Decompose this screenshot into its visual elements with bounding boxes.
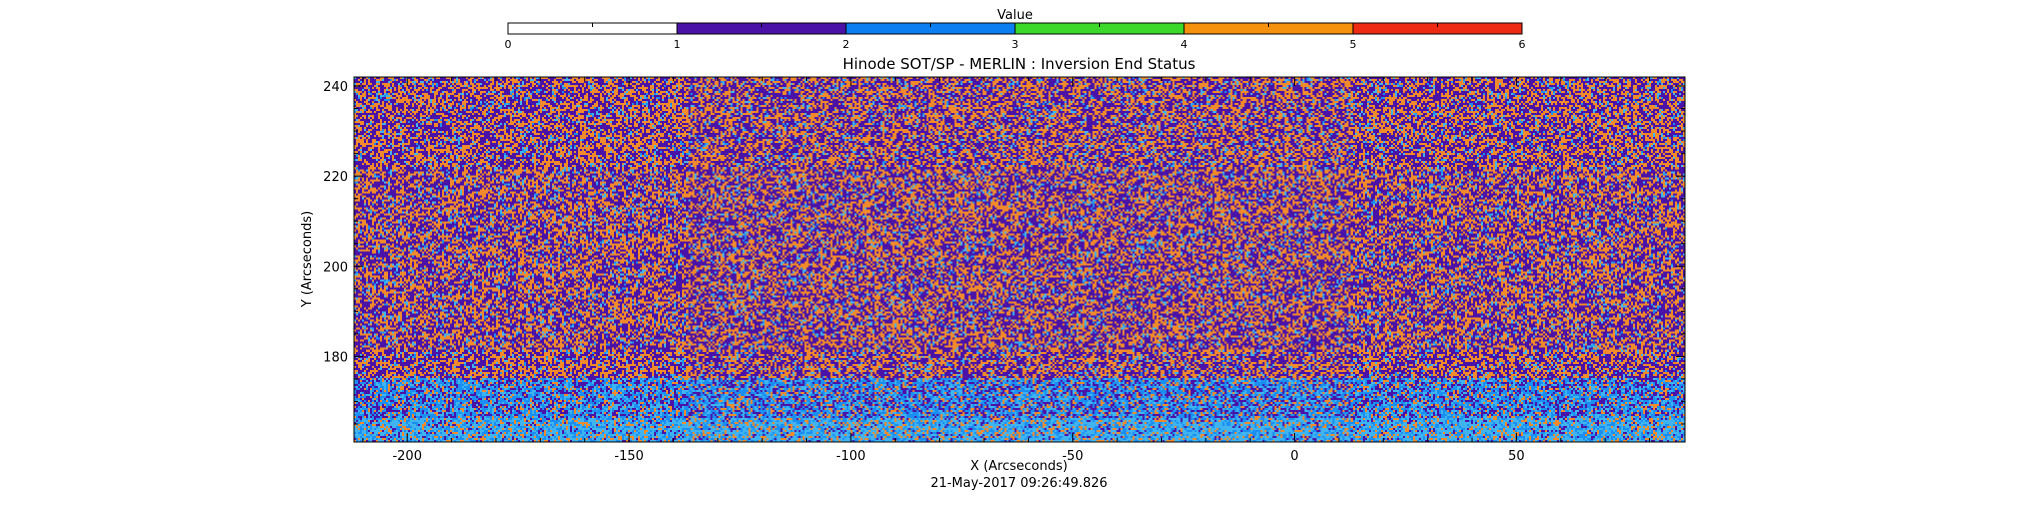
y-axis: 180 200 220 240: [323, 80, 1685, 425]
colorbar-bins: [508, 23, 1522, 34]
colorbar: Value 0 1 2 3 4 5 6: [505, 8, 1526, 51]
colorbar-bin-2: [846, 23, 1015, 34]
x-tick-label-0: -200: [392, 449, 422, 464]
x-tick-label-1: -150: [614, 449, 644, 464]
plot-frame: [353, 76, 1686, 443]
x-axis-label: X (Arcseconds): [970, 459, 1067, 474]
colorbar-ticks: 0 1 2 3 4 5 6: [505, 23, 1526, 51]
colorbar-tick-label-5: 5: [1350, 38, 1357, 51]
colorbar-bin-3: [1015, 23, 1184, 34]
heatmap-image: [354, 77, 1685, 442]
x-axis: -200 -150 -100 -50 0 50: [362, 77, 1651, 464]
y-tick-label-2: 220: [323, 170, 348, 185]
colorbar-tick-label-2: 2: [843, 38, 850, 51]
y-axis-label: Y (Arcseconds): [300, 211, 315, 308]
x-tick-label-4: 0: [1290, 449, 1298, 464]
colorbar-tick-label-6: 6: [1519, 38, 1526, 51]
timestamp-label: 21-May-2017 09:26:49.826: [930, 476, 1107, 491]
colorbar-tick-label-3: 3: [1012, 38, 1019, 51]
x-tick-label-2: -100: [836, 449, 866, 464]
y-tick-label-1: 200: [323, 260, 348, 275]
chart-title: Hinode SOT/SP - MERLIN : Inversion End S…: [843, 55, 1196, 73]
colorbar-title: Value: [997, 8, 1033, 23]
y-tick-label-0: 180: [323, 350, 348, 365]
colorbar-tick-label-0: 0: [505, 38, 512, 51]
y-tick-label-3: 240: [323, 80, 348, 95]
colorbar-bin-4: [1184, 23, 1353, 34]
x-tick-label-5: 50: [1508, 449, 1525, 464]
colorbar-bin-1: [677, 23, 846, 34]
colorbar-tick-label-1: 1: [674, 38, 681, 51]
colorbar-bin-5: [1353, 23, 1522, 34]
x-tick-label-3: -50: [1062, 449, 1083, 464]
colorbar-bin-0: [508, 23, 677, 34]
colorbar-tick-label-4: 4: [1181, 38, 1188, 51]
